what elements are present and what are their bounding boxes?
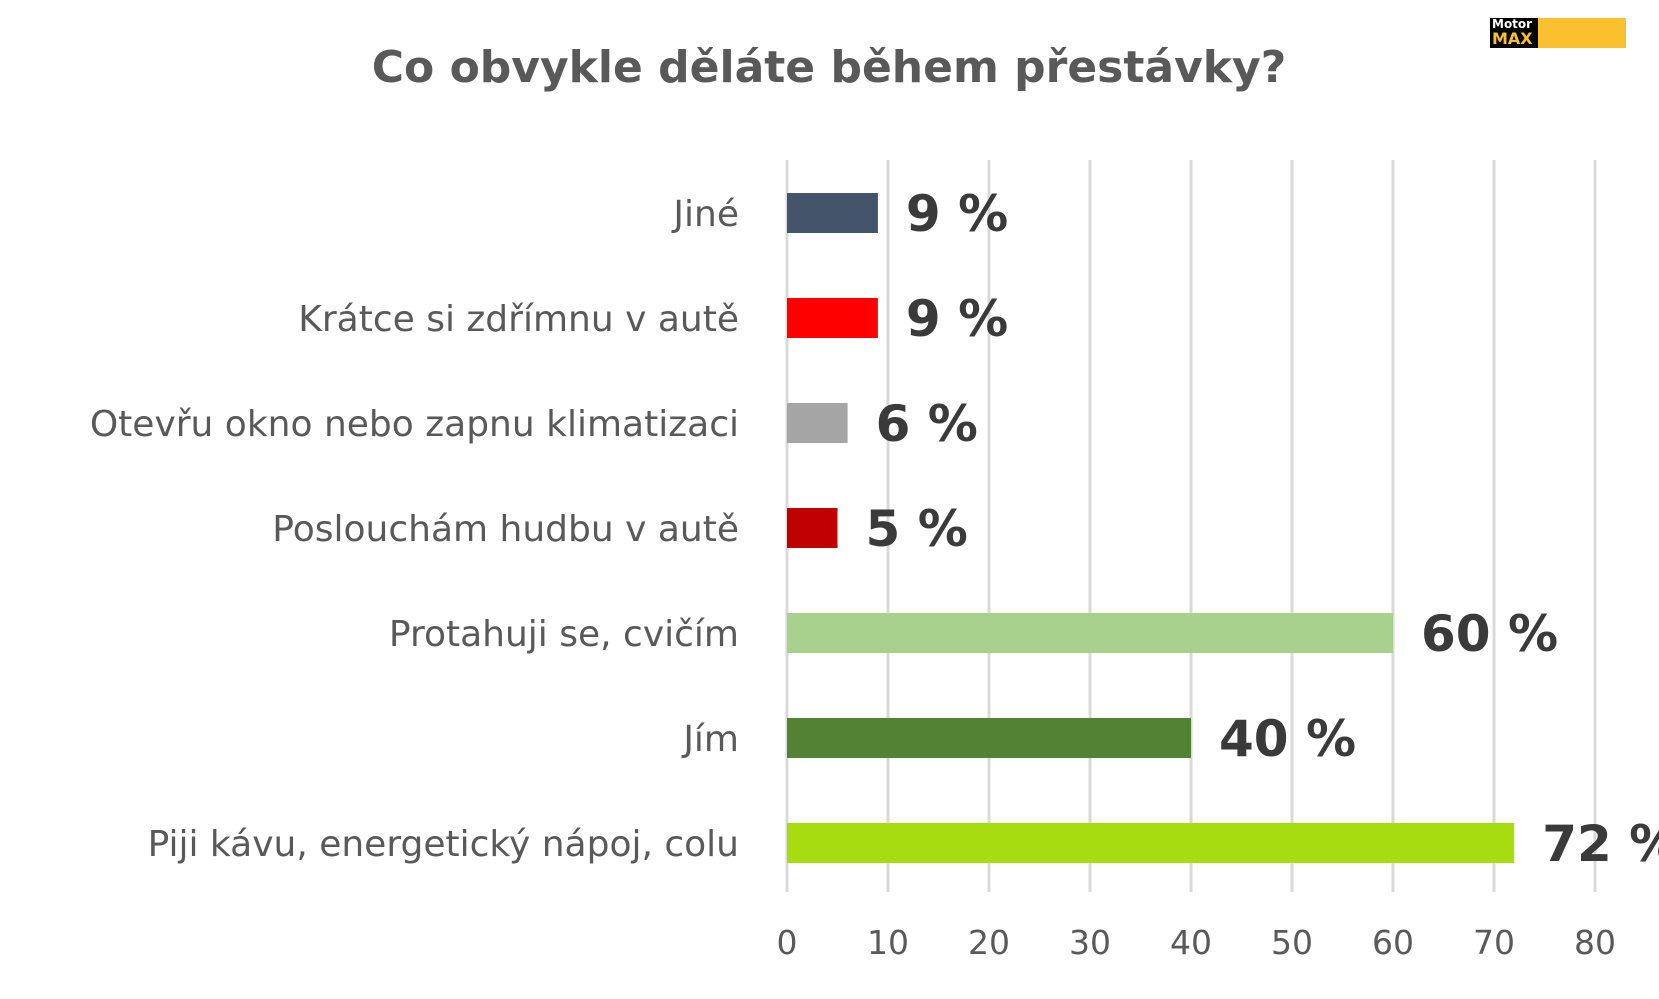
category-label: Piji kávu, energetický nápoj, colu <box>148 824 739 865</box>
x-tick-label: 40 <box>1170 923 1212 962</box>
bar <box>787 193 878 233</box>
x-tick-label: 20 <box>968 923 1010 962</box>
gridlines <box>785 160 1597 892</box>
data-label: 72 % <box>1542 815 1659 873</box>
data-labels: 9 % 9 % 6 % 5 % 60 % 40 % 72 % <box>866 185 1659 873</box>
bars <box>787 193 1515 863</box>
x-tick-label: 70 <box>1473 923 1515 962</box>
motormax-logo: Motor MAX <box>1490 18 1626 48</box>
logo-accent-bar <box>1538 18 1626 48</box>
bar <box>787 403 848 443</box>
logo-top-text: Motor <box>1492 17 1533 31</box>
category-label: Jím <box>681 719 739 760</box>
category-label: Otevřu okno nebo zapnu klimatizaci <box>90 404 739 445</box>
x-tick-label: 50 <box>1271 923 1313 962</box>
data-label: 6 % <box>876 395 978 453</box>
data-label: 60 % <box>1421 605 1558 663</box>
bar <box>787 718 1191 758</box>
x-tick-label: 30 <box>1069 923 1111 962</box>
data-label: 5 % <box>866 500 968 558</box>
category-label: Krátce si zdřímnu v autě <box>298 299 739 340</box>
bar <box>787 613 1393 653</box>
category-labels: Jiné Krátce si zdřímnu v autě Otevřu okno … <box>90 194 739 865</box>
x-tick-label: 80 <box>1574 923 1616 962</box>
x-tick-label: 10 <box>867 923 909 962</box>
x-tick-label: 60 <box>1372 923 1414 962</box>
bar <box>787 823 1515 863</box>
chart-title: Co obvykle děláte během přestávky? <box>372 42 1287 93</box>
data-label: 9 % <box>906 290 1008 348</box>
category-label: Poslouchám hudbu v autě <box>272 509 739 550</box>
logo-bottom-text: MAX <box>1492 29 1533 48</box>
bar <box>787 298 878 338</box>
bar <box>787 508 838 548</box>
x-axis-ticks: 0 10 20 30 40 50 60 70 80 <box>777 923 1617 962</box>
category-label: Protahuji se, cvičím <box>389 614 739 655</box>
data-label: 40 % <box>1219 710 1356 768</box>
x-tick-label: 0 <box>777 923 798 962</box>
logo-box: Motor MAX <box>1490 18 1538 48</box>
data-label: 9 % <box>906 185 1008 243</box>
category-label: Jiné <box>671 194 739 235</box>
